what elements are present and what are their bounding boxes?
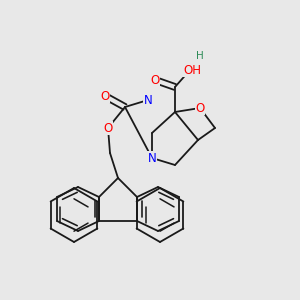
Text: N: N [144, 94, 152, 106]
Text: H: H [196, 51, 204, 61]
Text: O: O [150, 74, 160, 86]
Text: N: N [148, 152, 156, 164]
Text: O: O [103, 122, 112, 134]
Text: O: O [195, 101, 205, 115]
Text: O: O [100, 89, 109, 103]
Text: OH: OH [183, 64, 201, 76]
